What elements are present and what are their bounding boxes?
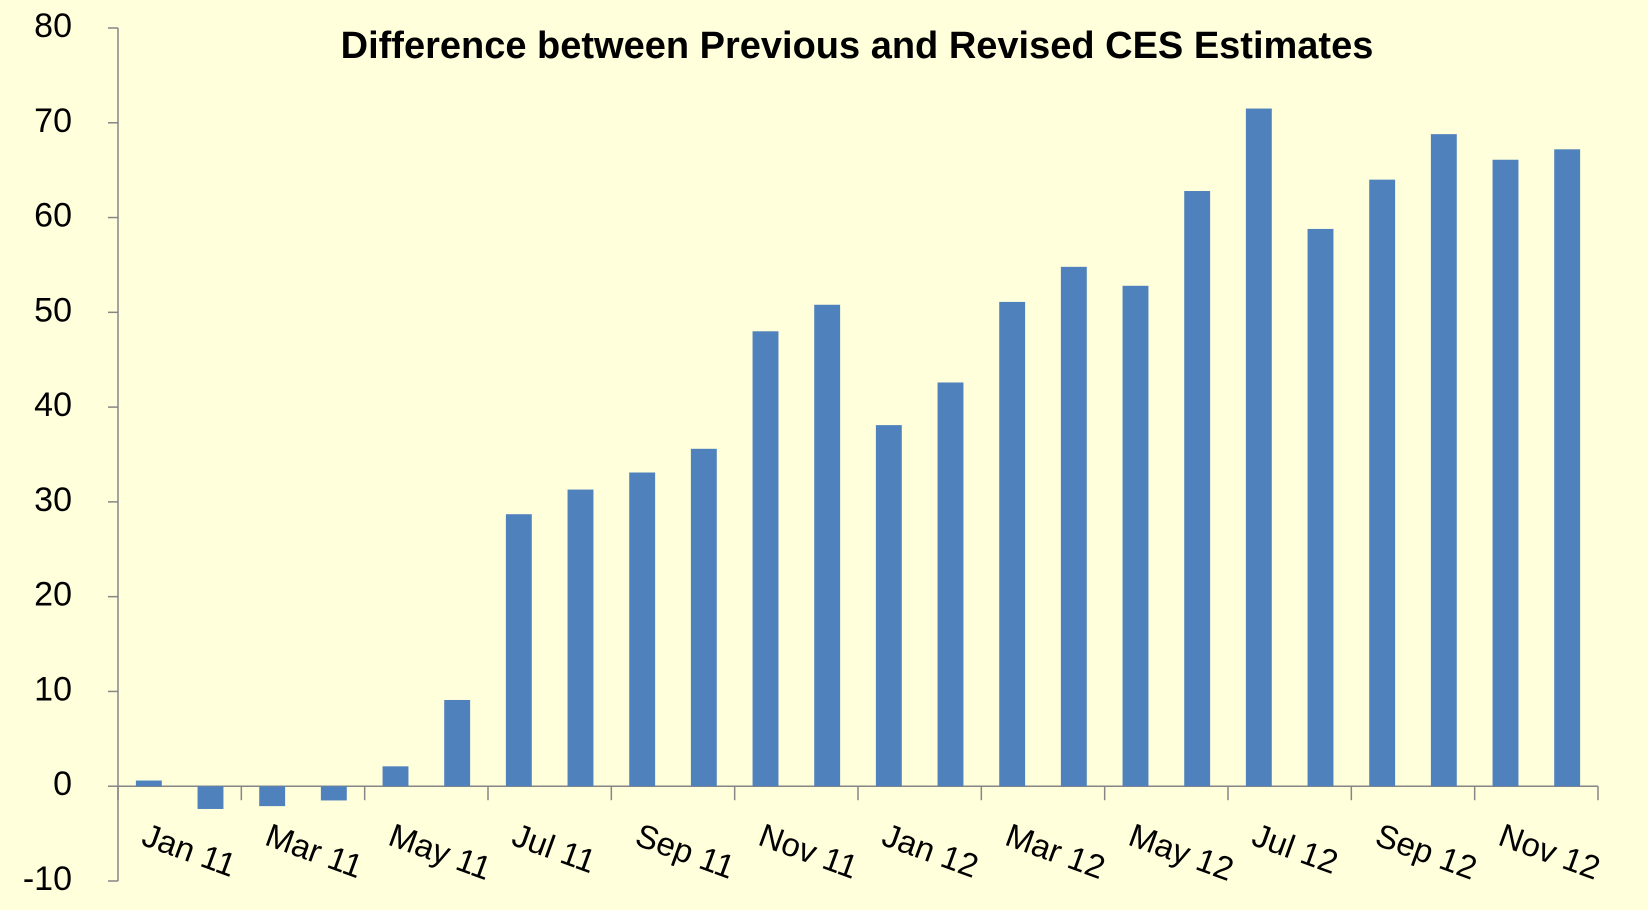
bar (999, 301, 1026, 787)
bar (1307, 228, 1334, 787)
bar (505, 514, 532, 787)
x-tick-label: Jan 12 (878, 816, 984, 885)
bar (197, 786, 224, 809)
y-tick-label: 20 (34, 576, 72, 614)
bar (382, 766, 409, 787)
x-tick-label: Nov 12 (1494, 816, 1605, 887)
bar (259, 786, 286, 807)
y-tick-label: 0 (53, 765, 72, 803)
y-tick-label: -10 (23, 860, 72, 898)
y-tick-label: 50 (34, 291, 72, 329)
y-tick-label: 60 (34, 197, 72, 235)
x-tick-label: Sep 11 (631, 816, 740, 886)
x-tick-label: Mar 12 (1001, 816, 1110, 886)
y-tick-label: 10 (34, 670, 72, 708)
bar (1060, 266, 1087, 787)
bar (1430, 134, 1457, 787)
y-tick-label: 70 (34, 102, 72, 140)
y-tick-label: 80 (34, 7, 72, 45)
chart-title: Difference between Previous and Revised … (341, 25, 1374, 67)
bar (135, 780, 162, 787)
bar (1184, 191, 1211, 787)
x-tick-label: May 11 (384, 816, 496, 887)
bar (937, 382, 964, 787)
x-tick-label: Jul 11 (508, 816, 601, 880)
bar (1554, 149, 1581, 787)
x-tick-label: Jul 12 (1248, 816, 1343, 881)
x-tick-label: Jan 11 (138, 816, 241, 884)
bar (1122, 285, 1149, 787)
x-tick-label: Mar 11 (261, 816, 368, 885)
x-tick-label: Nov 11 (754, 816, 863, 886)
bar (814, 304, 841, 787)
bar (752, 331, 779, 787)
x-tick-label: Sep 12 (1371, 816, 1482, 887)
bar (1245, 108, 1272, 787)
bar (444, 699, 471, 787)
bar (875, 425, 902, 787)
bar (629, 472, 656, 787)
bar (567, 489, 594, 787)
x-tick-label: May 12 (1124, 816, 1238, 888)
y-tick-label: 40 (34, 386, 72, 424)
bar (690, 448, 717, 787)
bar (1369, 179, 1396, 787)
y-tick-label: 30 (34, 481, 72, 519)
bar (1492, 159, 1519, 787)
bar (320, 786, 347, 801)
